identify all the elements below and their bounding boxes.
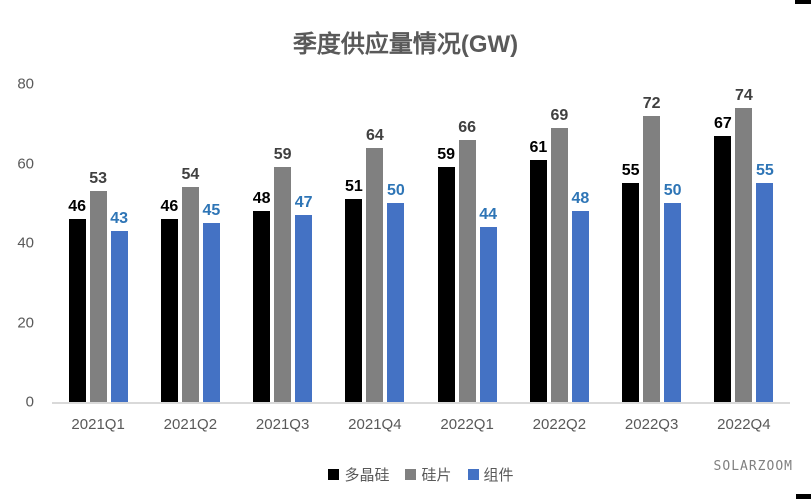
bar-polysilicon: 51 — [345, 179, 363, 402]
bar-wafer: 66 — [458, 119, 476, 402]
bar-module: 50 — [387, 183, 405, 402]
x-tick-label: 2022Q1 — [440, 416, 494, 433]
bar-polysilicon: 48 — [253, 191, 271, 402]
bar-value-label: 55 — [755, 162, 774, 180]
bar-polysilicon: 67 — [714, 115, 732, 402]
top-right-corner-mark — [795, 0, 811, 4]
x-tick-label: 2021Q2 — [163, 416, 218, 433]
bar-module: 45 — [202, 203, 220, 402]
legend-item-module: 组件 — [467, 464, 514, 485]
bar-module: 43 — [110, 211, 128, 402]
bar-group: 61 69 48 — [513, 84, 605, 402]
y-tick-label: 20 — [17, 314, 34, 331]
legend-swatch-wafer — [405, 469, 417, 480]
bar-polysilicon: 55 — [622, 163, 640, 402]
x-tick-label: 2022Q4 — [717, 416, 771, 433]
bar-polysilicon: 61 — [529, 139, 547, 402]
bar-value-label: 48 — [252, 190, 271, 208]
legend: 多晶硅 硅片 组件 — [52, 464, 790, 485]
bar-value-label: 51 — [344, 178, 363, 196]
bar-value-label: 67 — [713, 114, 732, 132]
legend-label: 组件 — [483, 467, 514, 484]
y-tick-label: 80 — [17, 75, 34, 93]
bar-value-label: 53 — [89, 170, 108, 188]
bar-polysilicon: 59 — [437, 147, 455, 402]
bar-group: 67 74 55 — [698, 84, 790, 402]
y-axis: 0 20 40 60 80 — [10, 77, 34, 410]
bar-module: 47 — [295, 195, 313, 402]
bar-value-label: 55 — [621, 162, 640, 180]
bar-group: 48 59 47 — [237, 84, 329, 402]
bar-polysilicon: 46 — [68, 199, 86, 402]
bar-group: 51 64 50 — [329, 84, 421, 402]
y-tick-label: 60 — [17, 155, 34, 172]
bar-group: 46 53 43 — [52, 84, 144, 402]
bar-value-label: 43 — [110, 210, 129, 228]
x-tick-label: 2021Q1 — [71, 416, 125, 433]
bar-group: 55 72 50 — [606, 84, 698, 402]
watermark: SOLARZOOM — [713, 459, 793, 474]
bar-value-label: 50 — [663, 182, 682, 200]
bar-value-label: 72 — [642, 94, 661, 112]
x-tick-label: 2021Q3 — [255, 416, 310, 433]
bar-value-label: 44 — [479, 206, 498, 224]
bar-value-label: 59 — [273, 146, 292, 164]
bar-value-label: 54 — [181, 166, 200, 184]
y-tick-label: 40 — [17, 234, 34, 252]
plot-area: 0 20 40 60 80 46 53 43 46 54 45 48 59 47 51 64 50 59 66 44… — [17, 77, 790, 433]
bar-value-label: 61 — [529, 138, 548, 156]
bar-value-label: 48 — [571, 190, 590, 208]
x-tick-label: 2022Q3 — [624, 416, 679, 433]
bar-value-label: 46 — [68, 198, 87, 216]
bar-wafer: 53 — [89, 171, 107, 402]
bar-value-label: 47 — [294, 194, 313, 212]
x-tick-label: 2021Q4 — [348, 416, 402, 433]
bar-wafer: 54 — [181, 167, 199, 402]
bar-module: 50 — [664, 183, 682, 402]
bar-module: 48 — [571, 191, 589, 402]
bar-value-label: 64 — [365, 126, 384, 144]
legend-label: 多晶硅 — [344, 467, 390, 484]
legend-swatch-module — [467, 469, 479, 480]
bar-value-label: 66 — [458, 118, 477, 136]
bar-wafer: 64 — [366, 127, 384, 402]
bar-group: 46 54 45 — [144, 84, 236, 402]
legend-item-polysilicon: 多晶硅 — [328, 464, 389, 485]
x-axis: 2021Q1 2021Q2 2021Q3 2021Q4 2022Q1 2022Q2 2022… — [52, 416, 790, 433]
bar-group: 59 66 44 — [421, 84, 513, 402]
bar-value-label: 74 — [734, 86, 753, 104]
legend-label: 硅片 — [421, 467, 452, 484]
bar-value-label: 45 — [202, 202, 221, 220]
bar-wafer: 74 — [735, 87, 753, 402]
bar-series-area: 46 53 43 46 54 45 48 59 47 51 64 50 59 66 44 61 69 48 55 72… — [52, 84, 790, 402]
bottom-right-corner-mark — [796, 494, 811, 499]
x-axis-line — [52, 402, 790, 404]
bar-wafer: 72 — [643, 95, 661, 402]
bar-wafer: 69 — [550, 107, 568, 402]
bar-polysilicon: 46 — [160, 199, 178, 402]
chart-title: 季度供应量情况(GW) — [292, 31, 519, 58]
bar-module: 44 — [479, 207, 497, 402]
bar-value-label: 50 — [386, 182, 405, 200]
bar-wafer: 59 — [274, 147, 292, 402]
x-tick-label: 2022Q2 — [532, 416, 587, 433]
legend-item-wafer: 硅片 — [405, 464, 452, 485]
bar-module: 55 — [756, 163, 774, 402]
bar-value-label: 46 — [160, 198, 179, 216]
bar-value-label: 69 — [550, 106, 569, 124]
bar-value-label: 59 — [437, 146, 456, 164]
legend-swatch-polysilicon — [328, 469, 340, 480]
y-tick-label: 0 — [25, 393, 34, 411]
